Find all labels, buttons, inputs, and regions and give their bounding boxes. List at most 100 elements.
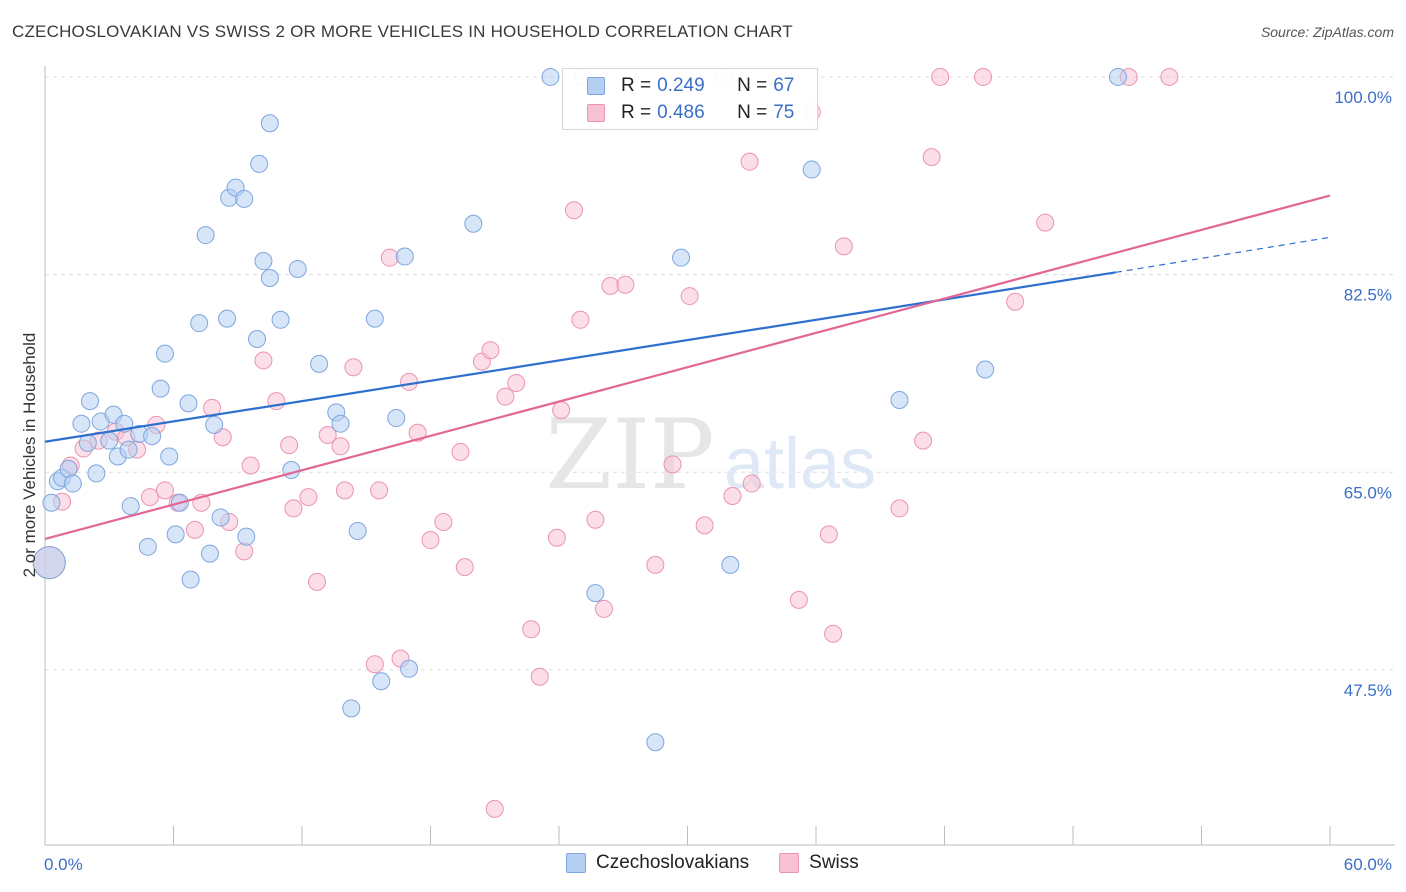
swiss-point — [616, 275, 635, 294]
czech-trend-extension — [1115, 236, 1331, 273]
czech-point — [976, 360, 995, 379]
legend-item-swiss: Swiss — [779, 852, 859, 874]
czech-point — [205, 415, 224, 434]
czech-point — [395, 247, 414, 266]
swiss-point — [254, 351, 273, 370]
czech-point — [237, 527, 256, 546]
swiss-point — [1006, 292, 1025, 311]
czech-point — [87, 464, 106, 483]
watermark-atlas: atlas — [724, 424, 876, 504]
swiss-point — [434, 512, 453, 531]
czech-point — [282, 461, 301, 480]
swiss-point — [680, 287, 699, 306]
swiss-point — [914, 431, 933, 450]
czech-point — [155, 344, 174, 363]
czech-point — [348, 522, 367, 540]
swiss-point — [400, 372, 419, 391]
chart-title: CZECHOSLOVAKIAN VS SWISS 2 OR MORE VEHIC… — [12, 22, 793, 41]
czech-point — [179, 394, 198, 413]
czech-point — [166, 525, 185, 544]
swiss-point — [481, 341, 500, 360]
swiss-point — [974, 67, 993, 86]
czech-point — [119, 440, 138, 459]
czech-swatch — [587, 77, 605, 95]
czech-point — [63, 474, 82, 493]
czech-point — [387, 409, 406, 428]
y-tick-label: 100.0% — [1334, 88, 1392, 107]
czech-point — [1108, 67, 1127, 86]
swiss-point — [307, 572, 326, 591]
czech-r-label: R = — [621, 75, 652, 96]
swiss-point — [663, 455, 682, 474]
czech-point — [372, 672, 391, 691]
czech-point — [586, 584, 605, 603]
y-tick-labels: 47.5% 65.0% 82.5% 100.0% — [1334, 88, 1392, 700]
czech-point — [250, 154, 269, 173]
czech-point — [721, 555, 740, 574]
swiss-point — [723, 486, 742, 505]
legend-czech-swatch — [566, 853, 586, 873]
swiss-point — [155, 481, 174, 500]
czech-point — [288, 259, 307, 278]
swiss-point — [331, 437, 350, 456]
swiss-point — [601, 276, 620, 295]
swiss-point — [280, 436, 299, 455]
czech-point — [890, 390, 909, 409]
swiss-point — [140, 488, 159, 507]
swiss-point — [819, 525, 838, 544]
czech-point — [211, 508, 230, 527]
legend-czech-label: Czechoslovakians — [596, 852, 750, 873]
swiss-point — [547, 528, 566, 547]
swiss-point — [455, 558, 474, 577]
swiss-point — [1160, 67, 1179, 86]
swiss-point — [507, 374, 526, 393]
czech-point — [342, 699, 361, 718]
swiss-point — [646, 555, 665, 574]
czech-n-value: 67 — [773, 75, 795, 96]
legend-swiss-swatch — [779, 853, 800, 873]
legend-item-czech: Czechoslovakians — [566, 852, 749, 874]
swiss-point — [552, 401, 571, 420]
legend-row-czech: R = 0.249 N = 67 — [587, 74, 794, 98]
swiss-point — [185, 520, 204, 539]
grid-lines — [45, 76, 1395, 671]
czech-point — [181, 570, 200, 589]
swiss-point — [344, 358, 363, 377]
swiss-n-value: 75 — [773, 102, 795, 123]
swiss-n-label: N = — [737, 102, 768, 123]
swiss-point — [742, 474, 761, 493]
czech-point — [464, 214, 483, 233]
swiss-point — [485, 799, 504, 818]
swiss-point — [522, 620, 541, 639]
swiss-point — [740, 152, 759, 171]
x-tick-labels: 0.0% 60.0% — [44, 855, 1392, 874]
swiss-point — [241, 456, 260, 475]
czech-point — [121, 497, 140, 516]
swiss-point — [299, 488, 318, 507]
swiss-point — [931, 67, 950, 86]
x-tick-label-max: 60.0% — [1344, 855, 1392, 874]
swiss-point — [1036, 213, 1055, 232]
swiss-point — [564, 201, 583, 220]
swiss-series — [32, 67, 1179, 818]
czech-point — [254, 252, 273, 271]
czech-point — [365, 309, 384, 328]
swiss-swatch — [587, 104, 605, 122]
y-tick-label: 82.5% — [1344, 286, 1392, 305]
trend-lines — [44, 194, 1331, 540]
czech-point — [100, 431, 119, 450]
czech-point — [331, 414, 350, 433]
swiss-point — [370, 481, 389, 500]
czech-point — [646, 733, 665, 752]
swiss-r-label: R = — [621, 102, 652, 123]
czech-point — [235, 189, 254, 208]
czech-point — [310, 354, 329, 373]
czech-point — [260, 268, 279, 287]
czech-point — [271, 310, 290, 329]
czech-point — [72, 414, 91, 433]
swiss-trend-line — [44, 194, 1331, 540]
watermark-zip: ZIP — [545, 399, 714, 511]
series-legend: Czechoslovakians Swiss — [566, 852, 889, 874]
czech-point — [138, 537, 157, 556]
